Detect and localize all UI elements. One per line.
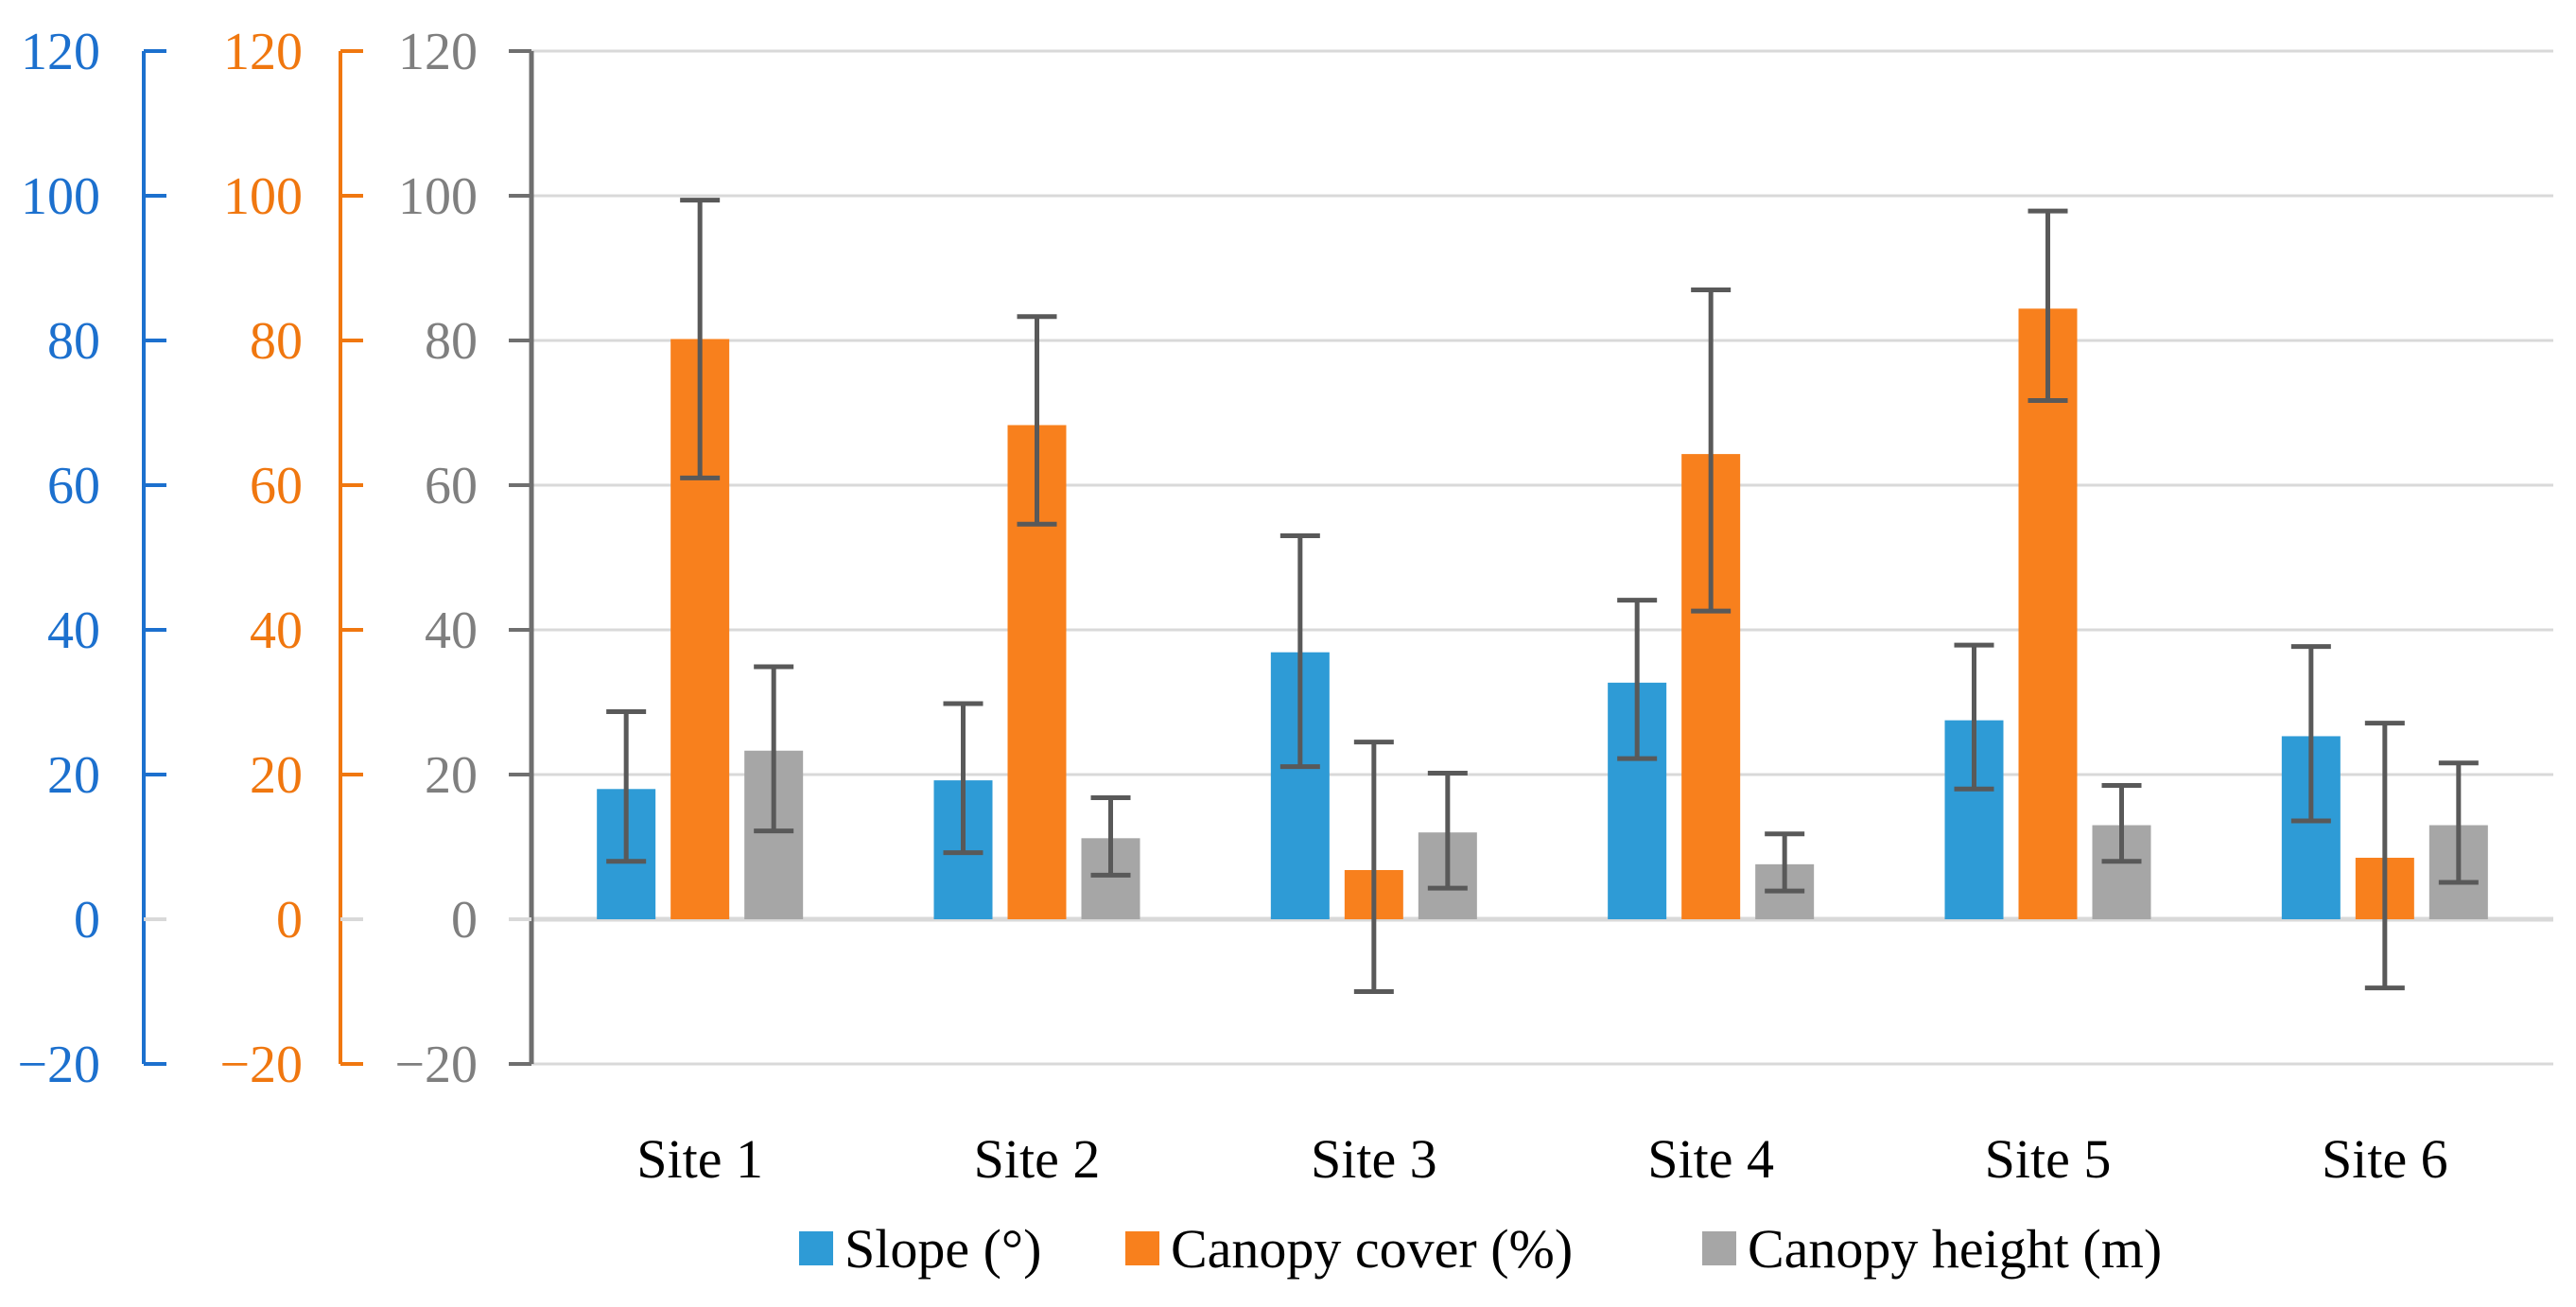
canopy-height-axis-tick-label: 80 [425, 312, 478, 371]
legend-swatch-canopy-height [1702, 1231, 1736, 1265]
slope-axis-tick-label: 40 [47, 601, 100, 660]
canopy-cover-axis-tick-label: 40 [250, 601, 303, 660]
canopy-height-axis-tick-label: 60 [425, 457, 478, 515]
x-label-site-3: Site 3 [1311, 1128, 1437, 1190]
canopy-height-axis-tick-label: 0 [451, 891, 478, 950]
slope-axis-tick-label: 60 [47, 457, 100, 515]
slope-axis-tick-label: 120 [21, 23, 100, 81]
canopy-cover-axis-tick-label: −20 [219, 1036, 303, 1094]
canopy-cover-axis-tick-label: 60 [250, 457, 303, 515]
legend-label-canopy-height: Canopy height (m) [1748, 1218, 2162, 1280]
x-label-site-2: Site 2 [974, 1128, 1101, 1190]
canopy-height-axis-tick-label: 120 [398, 23, 478, 81]
canopy-height-axis-tick-label: 100 [398, 167, 478, 226]
x-label-site-6: Site 6 [2322, 1128, 2448, 1190]
x-label-site-4: Site 4 [1647, 1128, 1774, 1190]
canopy-cover-axis-tick-label: 0 [276, 891, 303, 950]
x-label-site-1: Site 1 [636, 1128, 763, 1190]
canopy-height-axis-tick-label: 40 [425, 601, 478, 660]
legend-label-canopy-cover: Canopy cover (%) [1171, 1218, 1573, 1280]
canopy-cover-axis-tick-label: 80 [250, 312, 303, 371]
legend-label-slope: Slope (°) [844, 1218, 1041, 1280]
slope-axis-tick-label: 100 [21, 167, 100, 226]
canopy-cover-axis-tick-label: 120 [223, 23, 303, 81]
slope-axis-tick-label: 0 [74, 891, 100, 950]
bar-canopy-cover------site-5 [2018, 308, 2078, 920]
canopy-height-axis-tick-label: 20 [425, 746, 478, 805]
legend-swatch-canopy-cover [1125, 1231, 1159, 1265]
x-label-site-5: Site 5 [1985, 1128, 2112, 1190]
slope-axis-tick-label: −20 [17, 1036, 100, 1094]
canopy-height-axis-tick-label: −20 [394, 1036, 478, 1094]
slope-axis-tick-label: 80 [47, 312, 100, 371]
canopy-cover-axis-tick-label: 100 [223, 167, 303, 226]
legend-swatch-slope [799, 1231, 833, 1265]
slope-axis-tick-label: 20 [47, 746, 100, 805]
canopy-cover-axis-tick-label: 20 [250, 746, 303, 805]
